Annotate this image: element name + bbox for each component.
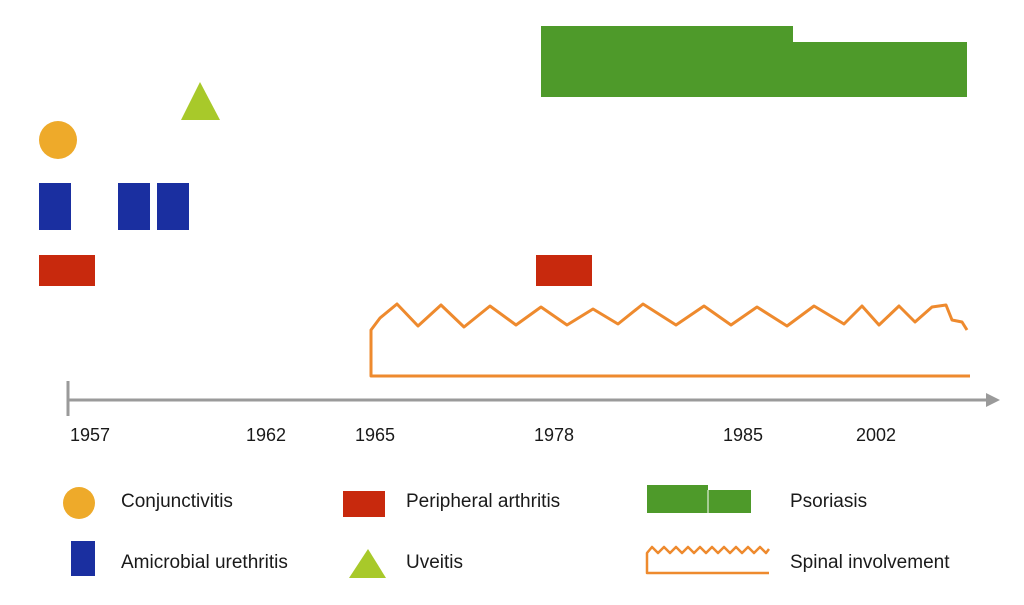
year-label-1962: 1962 bbox=[246, 425, 286, 445]
arthritis-block-2 bbox=[536, 255, 592, 286]
uveitis-marker bbox=[181, 82, 220, 120]
year-label-1957: 1957 bbox=[70, 425, 110, 445]
conjunctivitis-marker bbox=[39, 121, 77, 159]
legend-label-conjunctivitis: Conjunctivitis bbox=[121, 491, 233, 512]
legend-label-uveitis: Uveitis bbox=[406, 552, 464, 573]
legend-arthritis-icon bbox=[343, 491, 385, 517]
legend-label-spinal-involvement: Spinal involvement bbox=[790, 552, 950, 573]
legend-label-psoriasis: Psoriasis bbox=[790, 491, 868, 512]
legend-uveitis-icon bbox=[349, 549, 386, 578]
legend-spinal-icon bbox=[645, 545, 770, 575]
year-label-1978: 1978 bbox=[534, 425, 574, 445]
legend-label-peripheral-arthritis: Peripheral arthritis bbox=[406, 491, 561, 512]
year-label-1965: 1965 bbox=[355, 425, 395, 445]
year-label-1985: 1985 bbox=[723, 425, 763, 445]
urethritis-block-3 bbox=[157, 183, 189, 230]
arthritis-block-1 bbox=[39, 255, 95, 286]
psoriasis-bar bbox=[541, 26, 967, 97]
urethritis-block-2 bbox=[118, 183, 150, 230]
urethritis-block-1 bbox=[39, 183, 71, 230]
timeline-axis-arrowhead bbox=[986, 393, 1000, 407]
spinal-involvement-band bbox=[369, 302, 970, 378]
legend-conjunctivitis-icon bbox=[63, 487, 95, 519]
year-label-2002: 2002 bbox=[856, 425, 896, 445]
legend-label-amicrobial-urethritis: Amicrobial urethritis bbox=[121, 552, 288, 573]
legend-urethritis-icon bbox=[71, 541, 95, 576]
legend-psoriasis-icon bbox=[647, 485, 751, 513]
